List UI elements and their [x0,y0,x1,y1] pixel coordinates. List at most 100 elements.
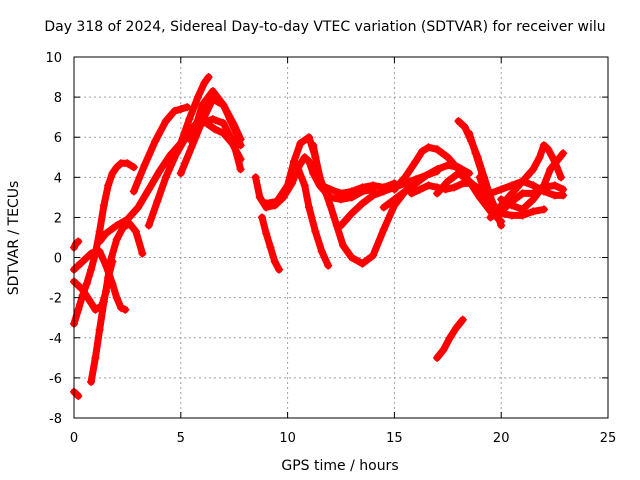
data-point [507,201,516,210]
data-point [112,293,121,302]
data-point [539,181,548,190]
data-point [108,169,117,178]
y-tick-label: -6 [49,372,62,387]
data-point [529,181,538,190]
series-trace [87,258,116,386]
data-point [518,189,527,198]
data-point [390,195,399,204]
y-tick-label: -4 [49,332,62,347]
data-point [337,221,345,230]
x-tick-label: 15 [386,431,403,446]
data-point [262,229,271,238]
data-point [84,295,93,304]
y-tick-label: 8 [54,91,62,106]
data-point [200,79,209,88]
x-tick-label: 10 [279,431,296,446]
data-point [559,185,568,194]
data-point [418,147,427,156]
series-trace [294,165,332,270]
data-point [170,107,179,116]
data-point [445,333,454,342]
data-point [497,221,506,230]
data-point [416,185,425,194]
x-axis-label: GPS time / hours [281,458,398,474]
data-point [475,173,484,182]
data-point [99,201,108,210]
data-point [255,193,264,202]
data-point [322,189,331,198]
data-point [486,213,495,222]
data-point [337,189,345,198]
data-point [358,183,367,192]
data-point [411,179,420,188]
data-point [161,173,170,182]
data-point [123,215,132,224]
data-point [155,167,164,176]
data-point [454,169,463,178]
data-point [422,171,431,180]
data-point [275,265,284,274]
data-point [153,197,162,206]
data-point [283,181,292,190]
data-point [176,139,185,148]
data-point [379,225,388,234]
data-point [358,199,367,208]
data-point [95,237,104,246]
data-point [74,305,83,314]
data-point [138,249,147,258]
data-point [304,157,313,166]
data-point [529,165,538,174]
data-point [187,137,196,146]
data-point [300,181,309,190]
series-trace [252,153,377,211]
series-arc-10 [166,73,213,170]
data-point [78,291,87,300]
data-point [471,149,480,158]
data-point [270,257,279,266]
data-point [465,129,474,138]
data-point [315,173,324,182]
data-point [347,209,356,218]
data-point [458,315,467,324]
data-point [236,135,245,144]
data-point [309,141,318,150]
data-point [208,115,217,124]
data-point [379,203,388,212]
data-point [80,255,89,264]
data-point [535,153,544,162]
data-point [369,191,378,200]
data-point [87,377,96,386]
data-point [166,161,175,170]
series-arc-28 [497,149,568,214]
data-point [257,213,266,222]
data-point [161,117,170,126]
data-point [151,137,160,146]
data-point [324,261,333,270]
x-axis-ticks: 0 5 10 15 20 25 [70,57,616,446]
data-point [108,257,117,266]
data-point [116,303,125,312]
x-tick-label: 25 [600,431,617,446]
data-point [74,281,83,290]
data-point [99,297,108,306]
data-point [539,205,548,214]
data-point [91,353,100,362]
data-point [176,105,185,114]
series-arc-23 [433,169,506,226]
data-point [390,185,399,194]
data-point [140,161,149,170]
plot-frame [73,56,609,419]
series-arc-01 [70,387,83,400]
data-point [507,189,516,198]
data-point [91,249,100,258]
data-point [304,133,313,142]
data-point [347,253,356,262]
data-point [129,187,138,196]
data-point [144,185,153,194]
data-point [407,189,416,198]
data-point [443,177,452,186]
data-point [290,157,299,166]
data-point [74,237,83,246]
data-point [294,165,303,174]
series-arc-05 [70,159,138,328]
